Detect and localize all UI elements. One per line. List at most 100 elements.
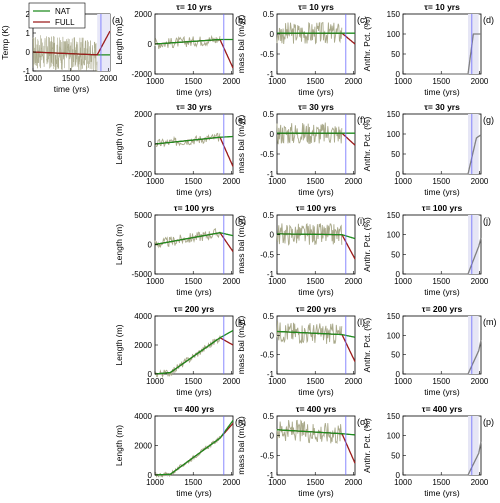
- full-line: [155, 422, 234, 476]
- panel-letter: (k): [235, 317, 246, 327]
- panel-letter: (d): [483, 15, 494, 25]
- x-tick-label: 2000: [345, 177, 363, 186]
- x-tick-label: 1000: [268, 377, 286, 386]
- x-tick-label: 2000: [345, 478, 363, 487]
- y-axis-label: Anthr. Pct. (%): [362, 116, 372, 171]
- y-tick-label: 0: [148, 40, 153, 49]
- y-axis-label: Length (m): [114, 425, 124, 466]
- x-tick-label: 1500: [432, 277, 450, 286]
- y-axis-label: Length (m): [114, 123, 124, 164]
- panel-title: τ= 400 yrs: [422, 404, 463, 414]
- x-tick-label: 1000: [268, 277, 286, 286]
- y-tick-label: 0: [396, 170, 401, 179]
- x-tick-label: 1500: [184, 478, 202, 487]
- panel-letter: (b): [235, 15, 246, 25]
- y-tick-label: 0: [270, 130, 275, 139]
- y-tick-label: 100: [387, 130, 401, 139]
- x-axis-label: time (yrs): [54, 84, 90, 94]
- anthropogenic-line: [403, 33, 481, 75]
- panel-title: τ= 10 yrs: [298, 2, 334, 12]
- x-axis-label: time (yrs): [424, 387, 460, 397]
- y-tick-label: 2000: [134, 341, 152, 350]
- x-tick-label: 1500: [306, 377, 324, 386]
- y-tick-label: 0: [270, 331, 275, 340]
- x-tick-label: 2000: [345, 277, 363, 286]
- y-tick-label: 100: [387, 30, 401, 39]
- panel-letter: (e): [235, 115, 246, 125]
- y-tick-label: 100: [387, 331, 401, 340]
- y-tick-label: 2000: [134, 442, 152, 451]
- x-tick-label: 1000: [146, 77, 164, 86]
- y-tick-label: -0.5: [260, 250, 274, 259]
- x-tick-label: 2000: [223, 377, 241, 386]
- nat-line: [155, 329, 234, 375]
- length-axes: [154, 214, 234, 275]
- y-axis-label: Length (m): [114, 224, 124, 265]
- panel-letter: (g): [483, 115, 494, 125]
- x-tick-label: 1000: [394, 177, 412, 186]
- panel-title: τ= 100 yrs: [174, 203, 215, 213]
- panel-letter: (p): [483, 417, 494, 427]
- y-tick-label: 0.5: [263, 110, 275, 119]
- uncertainty-band: [468, 316, 479, 374]
- x-tick-label: 1500: [432, 478, 450, 487]
- panel-letter: (m): [483, 317, 497, 327]
- y-tick-label: 2000: [134, 10, 152, 19]
- y-tick-label: 150: [387, 211, 401, 220]
- panel-title: τ= 30 yrs: [176, 102, 212, 112]
- y-tick-label: 4000: [134, 312, 152, 321]
- y-tick-label: 0.5: [263, 312, 275, 321]
- x-tick-label: 1000: [394, 478, 412, 487]
- y-tick-label: -0.5: [260, 150, 274, 159]
- x-axis-label: time (yrs): [424, 87, 460, 97]
- y-tick-label: 0: [148, 370, 153, 379]
- legend-nat-label: NAT: [55, 7, 71, 16]
- massbal-axes: [276, 113, 356, 175]
- y-tick-label: 150: [387, 10, 401, 19]
- massbal-noise: [276, 419, 343, 445]
- panel-title: τ= 100 yrs: [296, 203, 337, 213]
- y-tick-label: 150: [387, 312, 401, 321]
- panel-letter: (a): [112, 15, 123, 25]
- x-tick-label: 1500: [184, 77, 202, 86]
- nat-line: [155, 419, 234, 476]
- x-tick-label: 1000: [24, 74, 42, 83]
- x-axis-label: time (yrs): [176, 488, 212, 498]
- x-tick-label: 2000: [471, 177, 489, 186]
- x-tick-label: 2000: [471, 377, 489, 386]
- panel-title: τ= 400 yrs: [174, 404, 215, 414]
- y-tick-label: 50: [391, 50, 400, 59]
- x-tick-label: 2000: [471, 77, 489, 86]
- y-axis-label: Anthr. Pct. (%): [362, 217, 372, 272]
- x-tick-label: 2000: [223, 277, 241, 286]
- length-noise: [154, 34, 221, 50]
- x-axis-label: time (yrs): [424, 187, 460, 197]
- panel-letter: (f): [357, 115, 366, 125]
- massbal-axes: [276, 13, 356, 75]
- y-tick-label: 150: [387, 110, 401, 119]
- y-tick-label: 50: [391, 351, 400, 360]
- full-line: [277, 330, 356, 362]
- temperature-noise: [32, 35, 98, 72]
- length-axes: [154, 315, 234, 375]
- nat-line: [277, 429, 356, 436]
- y-axis-label: Temp (K): [0, 25, 10, 60]
- y-tick-label: 50: [391, 451, 400, 460]
- y-axis-label: Anthr. Pct. (%): [362, 16, 372, 71]
- y-tick-label: 0: [396, 70, 401, 79]
- anthropogenic-line: [403, 134, 482, 175]
- full-line: [33, 30, 111, 56]
- x-tick-label: 1000: [394, 277, 412, 286]
- length-noise: [154, 335, 221, 378]
- anthropogenic-line: [403, 441, 482, 476]
- x-tick-label: 1000: [268, 478, 286, 487]
- length-noise: [154, 132, 221, 148]
- x-axis-label: time (yrs): [424, 287, 460, 297]
- x-axis-label: time (yrs): [298, 187, 334, 197]
- panel-letter: (j): [483, 216, 491, 226]
- y-tick-label: 0.5: [263, 10, 275, 19]
- nat-line: [277, 330, 356, 338]
- x-tick-label: 2000: [345, 377, 363, 386]
- panel-letter: (o): [357, 417, 368, 427]
